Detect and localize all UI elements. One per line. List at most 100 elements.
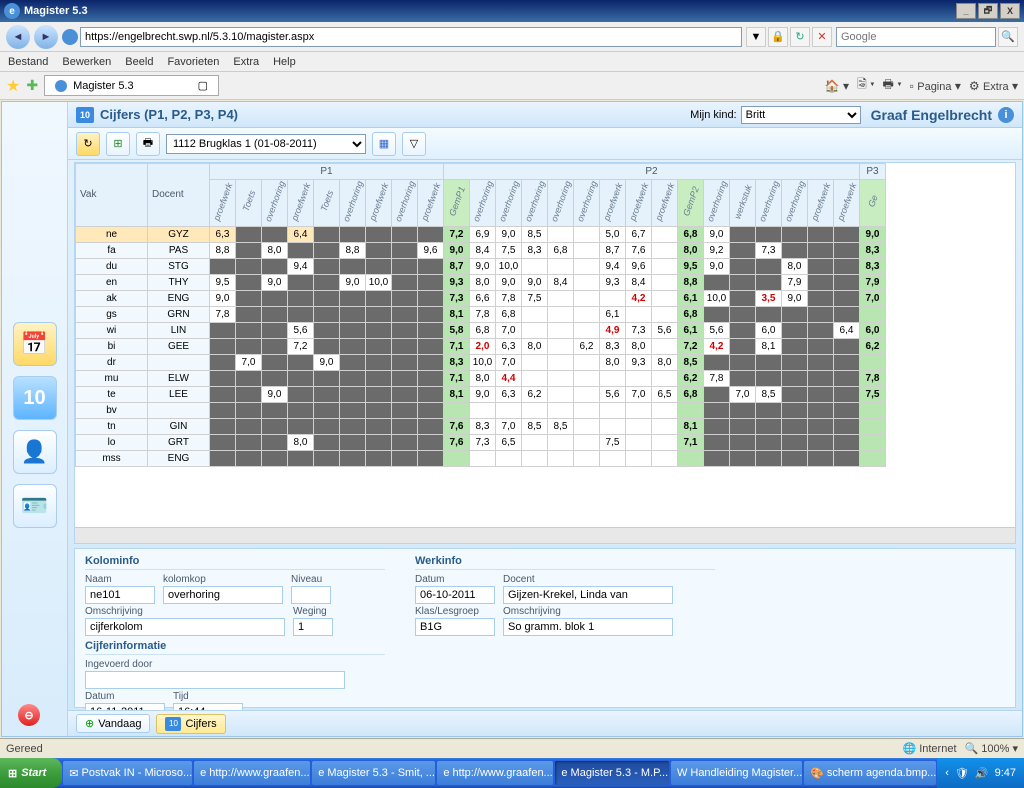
taskbar-task[interactable]: eMagister 5.3 - Smit, ...: [312, 761, 435, 785]
task-icon: W: [677, 767, 687, 779]
site-icon: [62, 29, 78, 45]
taskbar-task[interactable]: 🎨scherm agenda.bmp...: [804, 761, 936, 785]
taskbar-task[interactable]: ehttp://www.graafen...: [437, 761, 553, 785]
sidebar-leerling-icon[interactable]: 🪪: [13, 484, 57, 528]
favorites-star-icon[interactable]: ★: [6, 76, 20, 96]
home-icon[interactable]: 🏠 ▾: [825, 79, 849, 93]
table-row[interactable]: teLEE9,08,19,06,36,25,67,06,56,87,08,57,…: [76, 386, 886, 402]
forward-button[interactable]: ►: [34, 25, 58, 49]
stop-button[interactable]: ✕: [812, 27, 832, 47]
grades-scroll[interactable]: VakDocentP1P2P3proefwerkToetsoverhoringp…: [75, 163, 1015, 527]
grades-grid: VakDocentP1P2P3proefwerkToetsoverhoringp…: [74, 162, 1016, 544]
close-button[interactable]: X: [1000, 3, 1020, 19]
table-row[interactable]: loGRT8,07,67,36,57,57,1: [76, 434, 886, 450]
taskbar-task[interactable]: WHandleiding Magister...: [671, 761, 802, 785]
sidebar-agenda-icon[interactable]: 📅: [13, 322, 57, 366]
tray-chevron-icon[interactable]: ‹: [945, 767, 949, 779]
app-sidebar: 📅 10 👤 🪪 ⊖: [2, 102, 68, 736]
taskbar-task[interactable]: ehttp://www.graafen...: [194, 761, 310, 785]
menu-favorieten[interactable]: Favorieten: [167, 56, 219, 68]
menu-help[interactable]: Help: [273, 56, 296, 68]
feeds-icon[interactable]: 🗟 ▾: [857, 75, 874, 96]
clock: 9:47: [995, 767, 1016, 779]
back-button[interactable]: ◄: [6, 25, 30, 49]
task-icon: e: [443, 767, 449, 779]
task-icon: e: [318, 767, 324, 779]
app-main: 10 Cijfers (P1, P2, P3, P4) Mijn kind: B…: [68, 102, 1022, 736]
table-row[interactable]: muELW7,18,04,46,27,87,8: [76, 370, 886, 386]
start-button[interactable]: ⊞ Start: [0, 758, 62, 788]
print-icon[interactable]: 🖶 ▾: [883, 75, 902, 96]
minimize-button[interactable]: _: [956, 3, 976, 19]
werk-docent[interactable]: [503, 586, 673, 604]
search-button[interactable]: 🔍: [998, 27, 1018, 47]
tab-cijfers[interactable]: 10Cijfers: [156, 714, 225, 734]
table-row[interactable]: bv: [76, 402, 886, 418]
table-row[interactable]: dr7,09,08,310,07,08,09,38,08,5: [76, 354, 886, 370]
task-icon: e: [561, 767, 567, 779]
taskbar-task[interactable]: ✉Postvak IN - Microso...: [63, 761, 192, 785]
werk-omschrijving[interactable]: [503, 618, 673, 636]
add-favorite-icon[interactable]: ✚: [26, 77, 38, 94]
sidebar-aanwezig-icon[interactable]: 👤: [13, 430, 57, 474]
tray-shield-icon: 🛡: [955, 767, 969, 780]
window-title: Magister 5.3: [24, 5, 956, 17]
lock-icon: 🔒: [768, 27, 788, 47]
menu-bestand[interactable]: Bestand: [8, 56, 48, 68]
taskbar-task[interactable]: eMagister 5.3 - M.P...: [555, 761, 669, 785]
menu-bewerken[interactable]: Bewerken: [62, 56, 111, 68]
werk-datum[interactable]: [415, 586, 495, 604]
refresh-tool[interactable]: ↻: [76, 132, 100, 156]
maximize-button[interactable]: 🗗: [978, 3, 998, 19]
zoom-level[interactable]: 🔍 100% ▾: [965, 742, 1018, 755]
tab-vandaag[interactable]: ⊕Vandaag: [76, 714, 150, 733]
export-excel-tool[interactable]: ⊞: [106, 132, 130, 156]
kolom-weging[interactable]: [293, 618, 333, 636]
ingevoerd-door[interactable]: [85, 671, 345, 689]
table-row[interactable]: faPAS8,88,08,89,69,08,47,58,36,88,77,68,…: [76, 242, 886, 258]
kolom-omschrijving[interactable]: [85, 618, 285, 636]
table-row[interactable]: mssENG: [76, 450, 886, 466]
table-row[interactable]: gsGRN7,88,17,86,86,16,8: [76, 306, 886, 322]
horizontal-scrollbar[interactable]: [75, 527, 1015, 543]
kolom-kop[interactable]: [163, 586, 283, 604]
app-header: 10 Cijfers (P1, P2, P3, P4) Mijn kind: B…: [68, 102, 1022, 128]
refresh-button[interactable]: ↻: [790, 27, 810, 47]
mijn-kind-select[interactable]: Britt: [741, 106, 861, 124]
tab-icon: [55, 80, 67, 92]
print-tool[interactable]: 🖶: [136, 132, 160, 156]
page-menu[interactable]: ▫ Pagina ▾: [910, 79, 961, 93]
werk-klas[interactable]: [415, 618, 495, 636]
filter-tool[interactable]: ▽: [402, 132, 426, 156]
windows-logo-icon: ⊞: [8, 767, 17, 780]
school-name: Graaf Engelbrecht: [871, 107, 992, 123]
task-icon: 🎨: [810, 767, 824, 780]
kolom-naam[interactable]: [85, 586, 155, 604]
table-row[interactable]: wiLIN5,65,86,87,04,97,35,66,15,66,06,46,…: [76, 322, 886, 338]
tools-menu[interactable]: ⚙ Extra ▾: [969, 79, 1018, 93]
windows-taskbar: ⊞ Start ✉Postvak IN - Microso...ehttp://…: [0, 758, 1024, 788]
browser-statusbar: Gereed 🌐 Internet 🔍 100% ▾: [0, 738, 1024, 758]
address-bar[interactable]: [80, 27, 742, 47]
tray-volume-icon[interactable]: 🔊: [975, 767, 989, 780]
columns-tool[interactable]: ▦: [372, 132, 396, 156]
sidebar-cijfers-icon[interactable]: 10: [13, 376, 57, 420]
app-icon: e: [4, 3, 20, 19]
system-tray[interactable]: ‹ 🛡 🔊 9:47: [937, 758, 1024, 788]
menu-extra[interactable]: Extra: [233, 56, 259, 68]
sidebar-logout-icon[interactable]: ⊖: [18, 704, 40, 726]
table-row[interactable]: biGEE7,27,12,06,38,06,28,38,07,24,28,16,…: [76, 338, 886, 354]
url-dropdown[interactable]: ▼: [746, 27, 766, 47]
table-row[interactable]: tnGIN7,68,37,08,58,58,1: [76, 418, 886, 434]
info-icon[interactable]: i: [998, 107, 1014, 123]
browser-tab[interactable]: Magister 5.3 ▢: [44, 75, 219, 96]
table-row[interactable]: duSTG9,48,79,010,09,49,69,59,08,08,3: [76, 258, 886, 274]
class-selector[interactable]: 1112 Brugklas 1 (01-08-2011): [166, 134, 366, 154]
search-box[interactable]: [836, 27, 996, 47]
task-icon: ✉: [69, 767, 78, 780]
table-row[interactable]: enTHY9,59,09,010,09,38,09,09,08,49,38,48…: [76, 274, 886, 290]
table-row[interactable]: neGYZ6,36,47,26,99,08,55,06,76,89,09,0: [76, 226, 886, 242]
menu-beeld[interactable]: Beeld: [125, 56, 153, 68]
kolom-niveau[interactable]: [291, 586, 331, 604]
table-row[interactable]: akENG9,07,36,67,87,54,26,110,03,59,07,0: [76, 290, 886, 306]
